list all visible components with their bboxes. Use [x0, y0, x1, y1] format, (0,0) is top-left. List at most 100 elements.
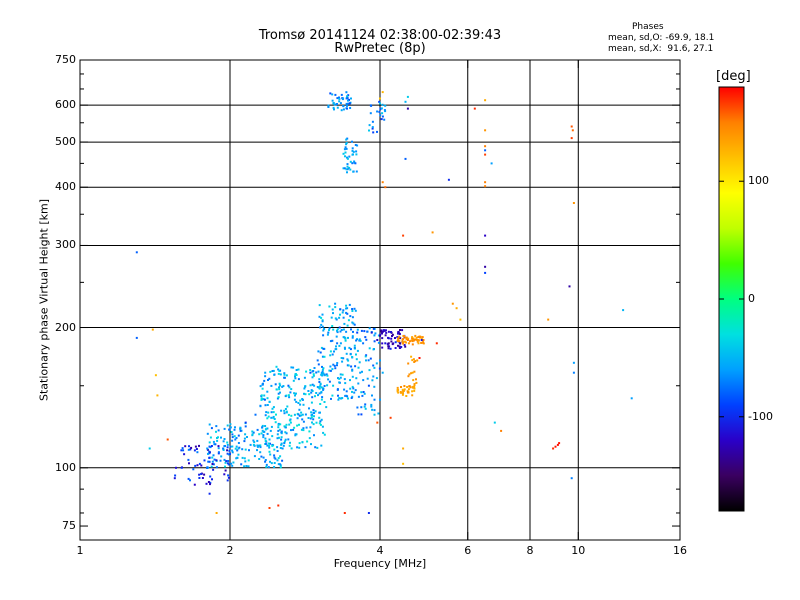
- data-point: [283, 442, 286, 444]
- data-point: [351, 162, 354, 165]
- data-point: [205, 482, 208, 485]
- data-point: [228, 428, 231, 431]
- data-point: [232, 461, 235, 464]
- data-point: [300, 411, 303, 414]
- data-point: [294, 434, 297, 437]
- data-point: [229, 453, 231, 456]
- data-point: [203, 473, 206, 476]
- data-point: [156, 394, 159, 397]
- data-point: [397, 331, 400, 334]
- data-point: [328, 327, 331, 330]
- data-point: [292, 428, 295, 431]
- data-point: [356, 331, 359, 334]
- colorbar-tick-label: -100: [748, 409, 773, 423]
- data-point: [220, 436, 222, 439]
- data-point: [381, 337, 384, 340]
- data-point: [276, 433, 279, 436]
- data-point: [347, 94, 350, 97]
- data-point: [403, 385, 406, 387]
- data-point: [343, 378, 346, 381]
- data-point: [351, 336, 354, 339]
- data-point: [339, 342, 342, 345]
- data-point: [267, 466, 270, 469]
- data-point: [280, 442, 283, 445]
- data-point: [370, 403, 373, 406]
- data-point: [206, 448, 209, 451]
- data-point: [188, 462, 190, 465]
- data-point: [273, 466, 276, 468]
- colorbar-tick-label: 0: [748, 292, 755, 305]
- data-point: [261, 387, 264, 390]
- data-point: [340, 357, 343, 359]
- data-point: [248, 449, 250, 452]
- data-point: [411, 390, 414, 393]
- data-point: [237, 434, 240, 437]
- data-point: [352, 330, 354, 333]
- data-point: [406, 107, 409, 110]
- data-point: [367, 512, 370, 514]
- data-point: [347, 319, 350, 322]
- data-point: [267, 415, 270, 418]
- data-point: [298, 423, 300, 426]
- data-point: [303, 376, 306, 379]
- data-point: [201, 477, 204, 479]
- data-point: [484, 99, 487, 102]
- data-point: [371, 379, 374, 382]
- data-point: [337, 398, 340, 401]
- data-point: [370, 104, 373, 107]
- data-point: [244, 433, 247, 436]
- data-point: [370, 405, 373, 408]
- data-point: [262, 430, 265, 433]
- data-point: [270, 416, 273, 419]
- data-point: [401, 393, 404, 396]
- data-point: [558, 442, 561, 445]
- data-point: [222, 449, 225, 451]
- data-point: [361, 394, 364, 397]
- data-point: [400, 386, 402, 388]
- data-point: [373, 398, 376, 401]
- data-point: [379, 114, 382, 117]
- x-tick-label: 8: [526, 544, 534, 557]
- data-point: [414, 334, 417, 337]
- data-point: [357, 382, 360, 385]
- data-point: [374, 332, 377, 335]
- data-point: [289, 421, 292, 424]
- data-point: [308, 407, 310, 410]
- data-point: [412, 337, 415, 340]
- data-point: [327, 331, 330, 334]
- data-point: [415, 381, 418, 384]
- data-point: [340, 397, 343, 400]
- data-point: [309, 384, 312, 387]
- data-point: [379, 107, 382, 110]
- data-point: [295, 400, 298, 403]
- data-point: [260, 397, 263, 400]
- data-point: [312, 423, 315, 426]
- data-point: [347, 102, 350, 105]
- data-point: [226, 424, 229, 427]
- data-point: [378, 100, 381, 103]
- data-point: [412, 339, 415, 342]
- data-point: [397, 332, 399, 335]
- data-point: [275, 365, 278, 368]
- data-point: [277, 463, 280, 466]
- data-point: [351, 390, 353, 393]
- data-point: [399, 329, 401, 331]
- data-point: [399, 337, 402, 340]
- data-point: [203, 459, 206, 462]
- data-point: [404, 345, 407, 348]
- data-point: [315, 371, 318, 374]
- data-point: [373, 413, 376, 416]
- data-point: [273, 448, 276, 451]
- data-point: [321, 368, 324, 371]
- data-point: [408, 385, 411, 388]
- data-point: [568, 285, 571, 288]
- data-point: [231, 464, 234, 467]
- data-point: [206, 467, 209, 469]
- data-point: [363, 405, 366, 408]
- data-point: [355, 150, 358, 153]
- data-point: [350, 397, 353, 399]
- data-point: [402, 447, 405, 450]
- data-point: [345, 143, 348, 146]
- data-point: [263, 398, 266, 401]
- data-point: [420, 341, 423, 344]
